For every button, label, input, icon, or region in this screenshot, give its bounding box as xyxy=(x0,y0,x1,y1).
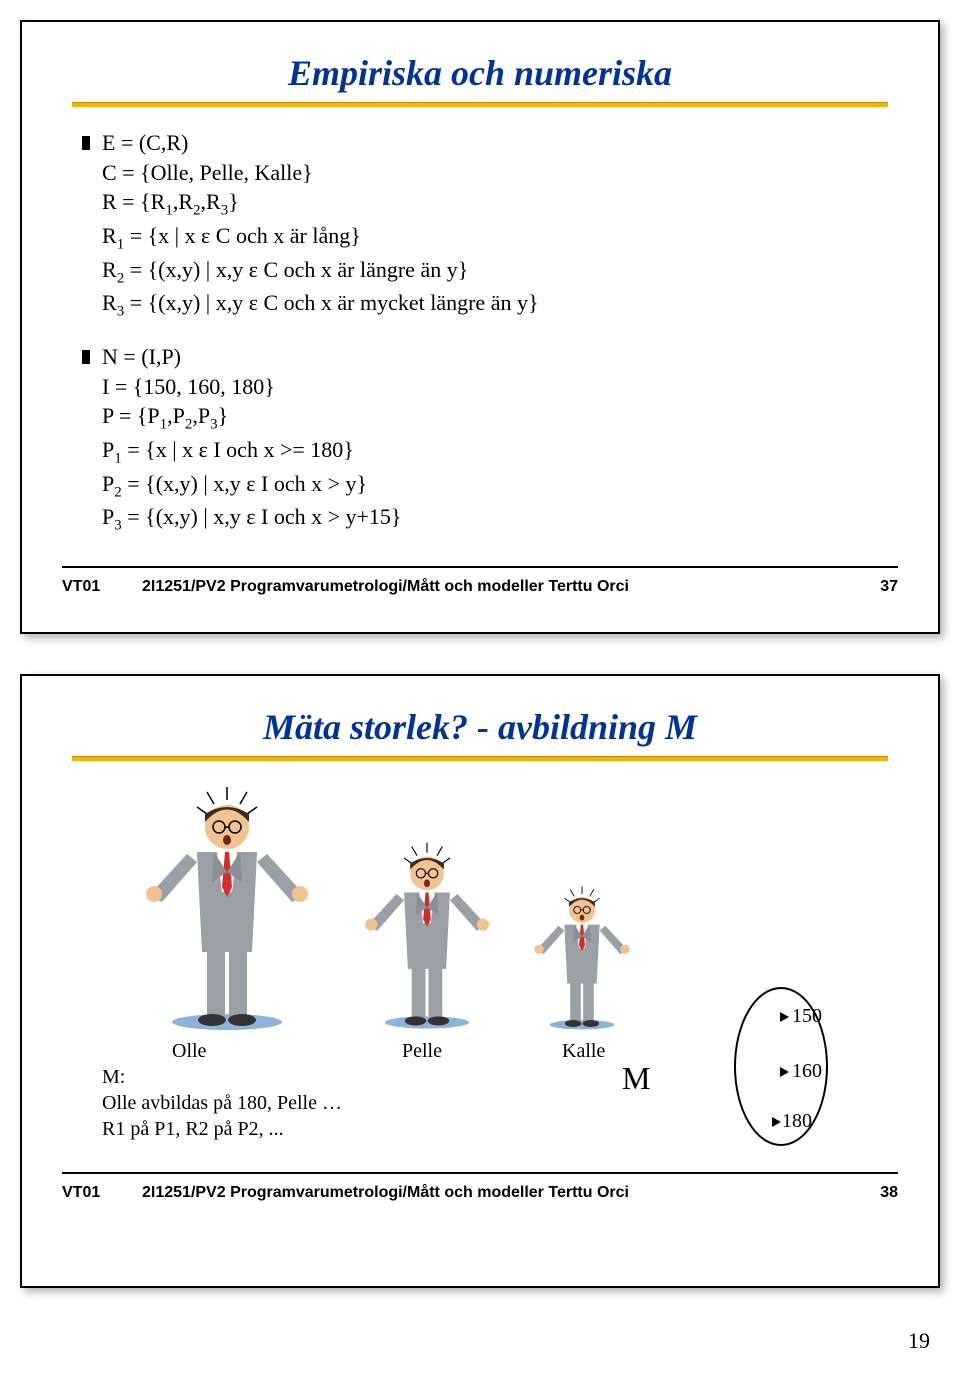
label-olle: Olle xyxy=(172,1040,206,1063)
page-number: 19 xyxy=(20,1328,940,1354)
slide-footer: VT01 2I1251/PV2 Programvarumetrologi/Måt… xyxy=(62,1172,898,1202)
m-line3: R1 på P1, R2 på P2, ... xyxy=(102,1116,342,1142)
label-pelle: Pelle xyxy=(402,1040,442,1063)
arrow-150-icon xyxy=(780,1012,789,1022)
person-pelle-icon xyxy=(362,837,492,1032)
line-e: E = (C,R) xyxy=(102,128,898,158)
line-p2: P2 = {(x,y) | x,y ε I och x > y} xyxy=(102,469,898,503)
line-n: N = (I,P) xyxy=(102,342,898,372)
line-c: C = {Olle, Pelle, Kalle} xyxy=(102,158,898,188)
line-r1: R1 = {x | x ε C och x är lång} xyxy=(102,221,898,255)
mapping-m: M xyxy=(622,1060,650,1097)
bullet-block-e: E = (C,R) C = {Olle, Pelle, Kalle} R = {… xyxy=(82,128,898,322)
slide-title: Mäta storlek? - avbildning M xyxy=(62,706,898,748)
footer-left: VT01 xyxy=(62,1184,142,1202)
footer-left: VT01 xyxy=(62,578,142,596)
line-p1: P1 = {x | x ε I och x >= 180} xyxy=(102,435,898,469)
line-p3: P3 = {(x,y) | x,y ε I och x > y+15} xyxy=(102,502,898,536)
slide-content: E = (C,R) C = {Olle, Pelle, Kalle} R = {… xyxy=(62,128,898,536)
m-line1: M: xyxy=(102,1064,342,1090)
slide-37: Empiriska och numeriska E = (C,R) C = {O… xyxy=(20,20,940,634)
title-underline xyxy=(62,102,898,108)
mapping-text: M: Olle avbildas på 180, Pelle … R1 på P… xyxy=(102,1064,342,1142)
m-line2: Olle avbildas på 180, Pelle … xyxy=(102,1090,342,1116)
arrow-160-icon xyxy=(780,1067,789,1077)
line-p: P = {P1,P2,P3} xyxy=(102,401,898,435)
figure-area: Olle Pelle Kalle M M: Olle avbildas på 1… xyxy=(62,782,898,1142)
value-150: 150 xyxy=(792,1005,822,1028)
line-r3: R3 = {(x,y) | x,y ε C och x är mycket lä… xyxy=(102,288,898,322)
line-r: R = {R1,R2,R3} xyxy=(102,187,898,221)
bullet-block-n: N = (I,P) I = {150, 160, 180} P = {P1,P2… xyxy=(82,342,898,536)
value-180: 180 xyxy=(782,1110,812,1133)
line-i: I = {150, 160, 180} xyxy=(102,372,898,402)
line-r2: R2 = {(x,y) | x,y ε C och x är längre än… xyxy=(102,255,898,289)
slide-footer: VT01 2I1251/PV2 Programvarumetrologi/Måt… xyxy=(62,566,898,596)
person-kalle-icon xyxy=(532,882,632,1032)
slide-title: Empiriska och numeriska xyxy=(62,52,898,94)
value-160: 160 xyxy=(792,1060,822,1083)
footer-right: 38 xyxy=(838,1184,898,1202)
footer-right: 37 xyxy=(838,578,898,596)
slide-38: Mäta storlek? - avbildning M xyxy=(20,674,940,1288)
title-underline xyxy=(62,756,898,762)
footer-center: 2I1251/PV2 Programvarumetrologi/Mått och… xyxy=(142,578,838,596)
arrow-180-icon xyxy=(772,1117,781,1127)
person-olle-icon xyxy=(142,782,312,1032)
footer-center: 2I1251/PV2 Programvarumetrologi/Mått och… xyxy=(142,1184,838,1202)
label-kalle: Kalle xyxy=(562,1040,605,1063)
